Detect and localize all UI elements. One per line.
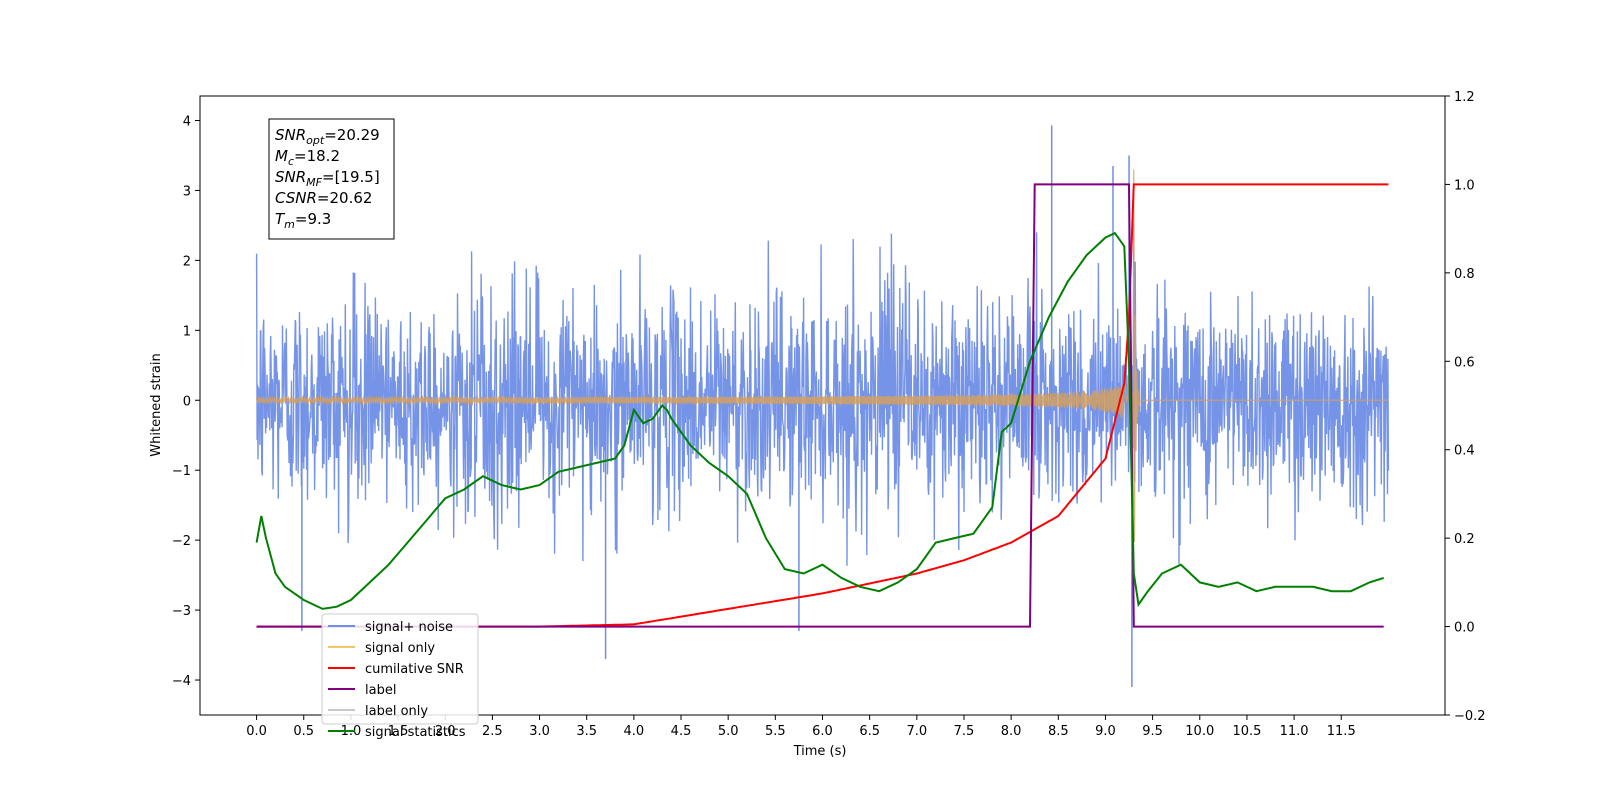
annotation-line: SNRMF=[19.5] [275,168,380,189]
x-tick-label: 11.0 [1280,724,1309,739]
legend-label: label [365,683,396,698]
x-axis: 0.0 0.5 1.0 1.5 2.0 2.5 3.0 3.5 4.0 4.5 5.0 5.5 6.0 6… [246,715,1356,739]
y-left-tick-label: −3 [172,604,191,619]
y-axis-left-label: Whitened strain [149,353,164,456]
annotation-frame [268,118,395,240]
legend-label: cumilative SNR [365,662,464,677]
x-tick-label: 4.5 [671,724,692,739]
y-left-tick-label: 0 [183,394,191,409]
series-signal-only [255,169,1389,542]
x-tick-label: 0.0 [246,724,267,739]
y-right-tick-label: 0.8 [1454,267,1475,282]
x-tick-label: 10.5 [1232,724,1261,739]
x-tick-label: 9.0 [1095,724,1116,739]
y-right-tick-label: 0.2 [1454,532,1475,547]
series-signal-noise [255,223,1390,566]
x-tick-label: 0.5 [293,724,314,739]
y-right-tick-label: −0.2 [1454,709,1486,724]
x-tick-label: 7.5 [954,724,975,739]
legend-label: label only [365,704,428,719]
y-left-tick-label: 2 [183,254,191,269]
annotation-line: SNRopt=20.29 [275,126,380,147]
x-tick-label: 5.0 [718,724,739,739]
x-tick-label: 8.0 [1001,724,1022,739]
y-left-tick-label: 3 [183,184,191,199]
y-right-tick-label: 0.4 [1454,444,1475,459]
x-tick-label: 9.5 [1142,724,1163,739]
x-axis-label: Time (s) [793,744,847,759]
legend-label: signal only [365,641,435,656]
legend-label: signal+ noise [365,620,453,635]
series-signal-statistics [255,231,1385,610]
annotation-line: CSNR=20.62 [275,189,372,207]
x-tick-label: 6.5 [859,724,880,739]
y-axis-left: −4 −3 −2 −1 0 1 2 3 4 [172,114,200,689]
y-right-tick-label: 0.0 [1454,621,1475,636]
x-tick-label: 2.0 [435,724,456,739]
x-tick-label: 3.0 [529,724,550,739]
x-tick-label: 7.0 [906,724,927,739]
x-tick-label: 5.5 [765,724,786,739]
x-tick-label: 4.0 [624,724,645,739]
legend-label: signal statistics [365,725,466,740]
y-left-tick-label: 1 [183,324,191,339]
annotation-line: Tm=9.3 [275,210,331,231]
y-axis-right: −0.2 0.0 0.2 0.4 0.6 0.8 1.0 1.2 [1445,90,1486,724]
x-tick-label: 1.5 [388,724,409,739]
annotation-box: SNRopt=20.29Mc=18.2SNRMF=[19.5]CSNR=20.6… [268,118,395,240]
annotation-line: Mc=18.2 [275,147,340,168]
y-right-tick-label: 1.2 [1454,90,1475,105]
x-tick-label: 11.5 [1327,724,1356,739]
y-left-tick-label: −1 [172,464,191,479]
x-tick-label: 8.5 [1048,724,1069,739]
series-layer [255,125,1390,688]
y-right-tick-label: 0.6 [1454,355,1475,370]
y-left-tick-label: −2 [172,534,191,549]
x-tick-label: 2.5 [482,724,503,739]
y-right-tick-label: 1.0 [1454,178,1475,193]
x-tick-label: 6.0 [812,724,833,739]
y-left-tick-label: −4 [172,674,191,689]
y-left-tick-label: 4 [183,114,191,129]
x-tick-label: 3.5 [576,724,597,739]
legend-frame [321,613,479,725]
series-label [256,183,1384,628]
legend: signal+ noise signal only cumilative SNR la… [321,613,479,740]
x-tick-label: 10.0 [1185,724,1214,739]
